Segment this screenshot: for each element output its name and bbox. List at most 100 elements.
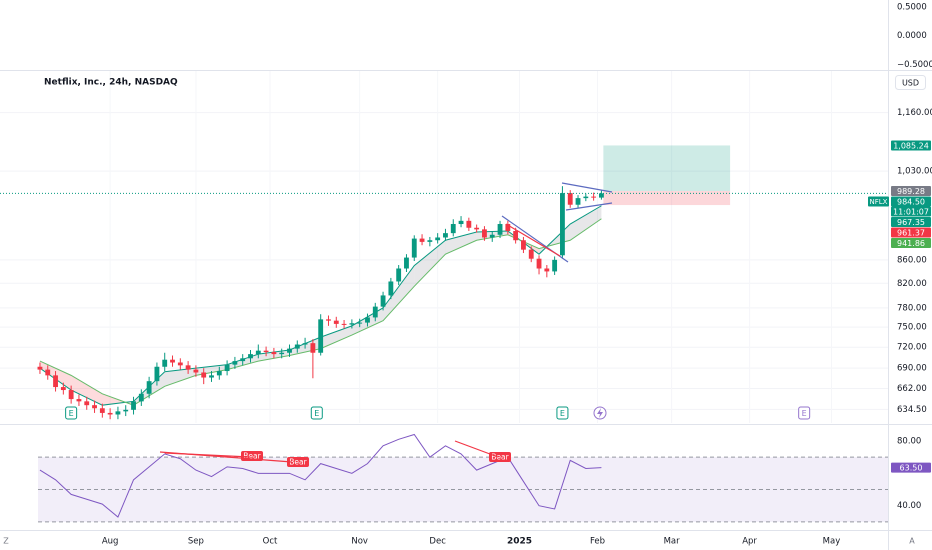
price-label: 1,085.24	[893, 141, 929, 150]
x-tick-label: Sep	[188, 537, 204, 547]
candle-body	[53, 375, 58, 388]
candle-body	[505, 224, 511, 231]
candle-body	[435, 237, 441, 241]
x-tick-label: Apr	[742, 537, 757, 547]
ribbon-fill	[383, 265, 415, 321]
candle-body	[458, 220, 464, 225]
candle-body	[489, 234, 495, 238]
candle-body	[294, 344, 300, 349]
candle-body	[138, 393, 144, 402]
event-label[interactable]: E	[69, 409, 74, 418]
currency-label[interactable]: USD	[902, 79, 919, 88]
dividends-icon	[593, 406, 607, 420]
candle-body	[482, 229, 487, 238]
price-label: 967.35	[897, 218, 925, 227]
candle-body	[326, 319, 331, 321]
candle-body	[240, 358, 246, 362]
candle-body	[45, 369, 51, 376]
candle-body	[248, 354, 253, 359]
candle-body	[193, 369, 199, 373]
trend-line	[561, 182, 613, 193]
candle-body	[365, 317, 370, 323]
event-label[interactable]: E	[560, 409, 565, 418]
candle-body	[583, 196, 589, 199]
candle-body	[287, 348, 292, 353]
event-marker[interactable]	[65, 406, 78, 420]
y-tick-label: 1,160.00	[897, 108, 932, 118]
candle-body	[92, 405, 97, 409]
y-tick-label: 80.00	[897, 436, 921, 446]
price-label-bg	[891, 227, 931, 238]
event-label[interactable]: E	[314, 409, 319, 418]
price-label: 984.50	[897, 197, 925, 206]
candle-body	[552, 259, 558, 272]
y-tick-label: 720.00	[897, 343, 927, 353]
y-tick-label: −0.5000	[897, 60, 932, 70]
candle-body	[396, 268, 402, 282]
price-label-bg	[891, 196, 931, 207]
event-marker[interactable]	[310, 406, 323, 420]
candle-body	[599, 193, 604, 198]
candle-body	[474, 227, 480, 230]
trend-line	[565, 202, 613, 211]
candle-body	[380, 295, 386, 307]
y-tick-label: 820.00	[897, 279, 927, 289]
candle-body	[60, 387, 66, 391]
candle-body	[201, 372, 207, 378]
chart-title: Netflix, Inc., 24h, NASDAQ	[44, 78, 178, 88]
y-tick-label: 662.00	[897, 384, 927, 394]
candle-body	[216, 371, 222, 376]
candle-body	[84, 401, 90, 406]
rsi-value-bg	[891, 462, 931, 473]
event-label[interactable]: E	[802, 409, 807, 418]
candle-body	[536, 258, 542, 269]
x-tick-label: 2025	[507, 537, 532, 547]
currency-button[interactable]	[895, 75, 926, 90]
candle-body	[341, 323, 347, 325]
candle-body	[318, 319, 324, 353]
x-tick-label: May	[823, 537, 841, 547]
candle-body	[170, 359, 175, 363]
annotation: Bear	[491, 453, 509, 462]
candle-body	[302, 343, 308, 345]
event-marker[interactable]	[798, 406, 811, 420]
zoom-control[interactable]: Z	[3, 537, 9, 546]
event-icon	[597, 408, 603, 418]
x-tick-label: Dec	[429, 537, 446, 547]
annotation: Bear	[289, 458, 307, 467]
candle-body	[513, 230, 519, 241]
candle-body	[99, 408, 105, 413]
candle-body	[37, 366, 43, 370]
symbol-tag: NFLX	[870, 198, 888, 206]
target-zone	[603, 145, 731, 191]
x-tick-label: Feb	[590, 537, 605, 547]
countdown: 11:01:07	[893, 207, 929, 216]
ribbon-fill	[320, 325, 352, 349]
candle-body	[263, 350, 269, 353]
candle-body	[560, 193, 565, 256]
candle-body	[411, 238, 417, 258]
price-label-bg	[891, 140, 931, 151]
candle-body	[177, 362, 183, 366]
y-tick-label: 860.00	[897, 255, 927, 265]
auto-scale-control[interactable]: A	[909, 537, 915, 546]
ribbon-fill	[71, 375, 103, 406]
candle-body	[443, 233, 448, 238]
candle-body	[466, 220, 472, 228]
candle-body	[131, 401, 136, 410]
candle-body	[209, 375, 214, 378]
x-tick-label: Oct	[263, 537, 278, 547]
event-marker[interactable]	[556, 406, 569, 420]
candle-body	[232, 361, 238, 365]
drawings	[159, 182, 613, 463]
stop-zone	[603, 190, 731, 206]
candle-body	[419, 238, 425, 242]
y-tick-label: 634.50	[897, 405, 927, 415]
candle-body	[123, 409, 129, 412]
candle-body	[68, 390, 74, 400]
price-label: 961.37	[897, 228, 925, 237]
y-tick-label: 690.00	[897, 364, 927, 374]
candle-body	[255, 350, 261, 355]
